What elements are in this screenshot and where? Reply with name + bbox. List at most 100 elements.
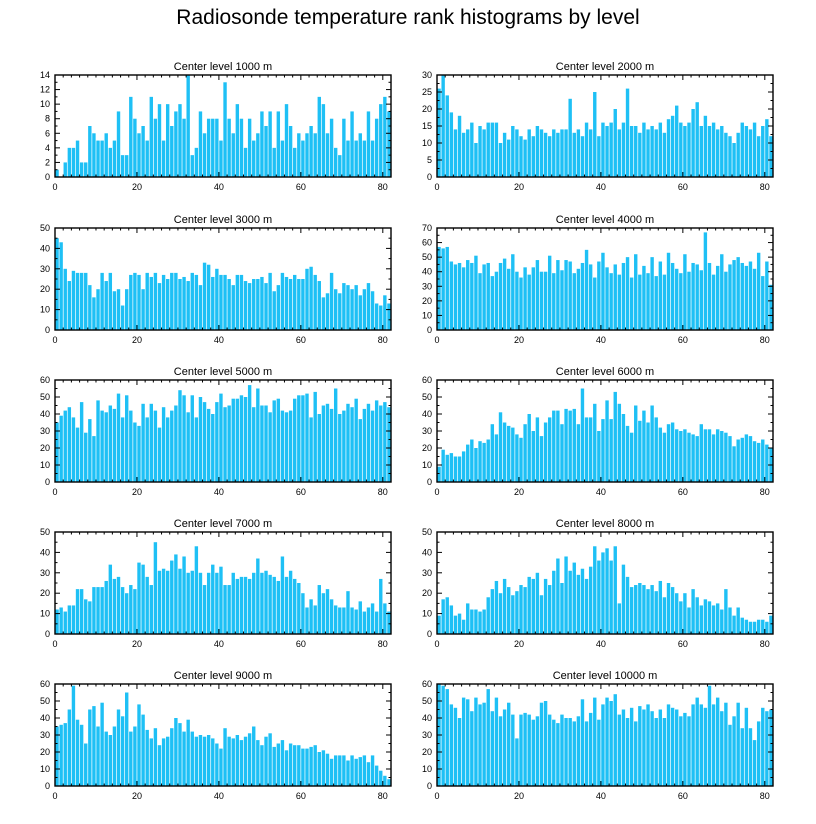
x-tick-label: 80 bbox=[378, 791, 388, 801]
bar bbox=[133, 726, 137, 786]
bar bbox=[211, 118, 215, 177]
x-tick-label: 0 bbox=[52, 335, 57, 345]
y-tick-label: 40 bbox=[422, 267, 432, 277]
bar bbox=[756, 619, 761, 634]
x-tick-label: 60 bbox=[678, 639, 688, 649]
bar bbox=[560, 583, 564, 634]
panel-3: Center level 3000 m 0 20 40 60 80 0 10 20 30 40 50 bbox=[40, 214, 392, 345]
bar bbox=[466, 129, 470, 177]
x-tick-label: 40 bbox=[596, 639, 606, 649]
bar bbox=[272, 746, 276, 786]
bar bbox=[88, 601, 92, 634]
bar bbox=[256, 279, 260, 330]
bar bbox=[301, 748, 305, 786]
bar bbox=[116, 289, 121, 330]
bar bbox=[556, 132, 560, 177]
bar bbox=[325, 133, 330, 177]
bar bbox=[247, 578, 252, 634]
x-tick-label: 20 bbox=[514, 182, 524, 192]
bar bbox=[580, 388, 585, 482]
x-tick-label: 20 bbox=[132, 182, 142, 192]
bar bbox=[227, 118, 231, 177]
bar bbox=[752, 621, 757, 634]
bar bbox=[370, 410, 375, 482]
bar bbox=[666, 583, 671, 634]
bar bbox=[486, 122, 490, 177]
bar bbox=[96, 289, 100, 330]
bar bbox=[325, 753, 330, 786]
bar bbox=[683, 126, 687, 177]
bar bbox=[470, 262, 474, 330]
bar bbox=[748, 436, 753, 482]
bar bbox=[338, 607, 342, 634]
bar bbox=[552, 273, 556, 330]
bar bbox=[133, 118, 137, 177]
bar bbox=[182, 276, 186, 330]
bar bbox=[601, 419, 605, 482]
bar bbox=[223, 585, 227, 634]
bar bbox=[252, 140, 256, 177]
x-tick-label: 20 bbox=[132, 639, 142, 649]
bar bbox=[761, 276, 765, 330]
bar bbox=[490, 424, 495, 482]
bar bbox=[724, 432, 728, 482]
bar bbox=[75, 719, 80, 786]
bar bbox=[601, 552, 605, 634]
bar bbox=[358, 601, 362, 634]
bar bbox=[276, 580, 281, 634]
bar bbox=[264, 405, 268, 482]
bar bbox=[490, 711, 495, 786]
bar bbox=[732, 716, 736, 786]
y-tick-label: 50 bbox=[40, 223, 50, 233]
bar bbox=[732, 260, 736, 330]
panel-10: Center level 10000 m 0 20 40 60 80 0 10 20 30 40 50… bbox=[422, 670, 774, 801]
bar bbox=[461, 132, 466, 177]
bar bbox=[211, 738, 215, 786]
bar bbox=[206, 735, 211, 786]
bar bbox=[498, 143, 503, 177]
y-tick-label: 0 bbox=[427, 172, 432, 182]
bar bbox=[658, 709, 663, 786]
bar bbox=[178, 568, 182, 634]
y-tick-label: 30 bbox=[422, 568, 432, 578]
bar bbox=[748, 261, 753, 330]
y-tick-label: 40 bbox=[422, 713, 432, 723]
bar bbox=[149, 403, 153, 482]
x-tick-label: 20 bbox=[132, 791, 142, 801]
bar bbox=[280, 272, 285, 330]
bar bbox=[264, 126, 268, 177]
x-tick-label: 60 bbox=[296, 182, 306, 192]
bar bbox=[243, 281, 248, 330]
bar bbox=[527, 414, 531, 482]
bar bbox=[445, 689, 449, 786]
bar bbox=[206, 118, 211, 177]
bar bbox=[342, 410, 346, 482]
bar bbox=[466, 260, 470, 330]
bar bbox=[84, 599, 88, 634]
bar bbox=[350, 289, 354, 330]
bar bbox=[71, 685, 76, 786]
bar bbox=[445, 246, 449, 330]
figure-title: Radiosonde temperature rank histograms b… bbox=[176, 6, 640, 29]
bar bbox=[449, 605, 454, 634]
bar bbox=[165, 570, 170, 634]
bar bbox=[576, 574, 581, 634]
bar bbox=[243, 147, 248, 177]
bar bbox=[268, 272, 272, 330]
bar bbox=[383, 603, 387, 634]
y-tick-label: 30 bbox=[40, 264, 50, 274]
bar bbox=[736, 439, 740, 482]
bar bbox=[223, 728, 227, 786]
bar bbox=[264, 283, 268, 330]
bar bbox=[108, 272, 113, 330]
bar bbox=[703, 115, 708, 177]
y-tick-label: 10 bbox=[40, 460, 50, 470]
bar bbox=[679, 601, 683, 634]
bar bbox=[88, 126, 92, 177]
bar bbox=[629, 707, 634, 786]
bar bbox=[441, 248, 445, 330]
bar bbox=[666, 704, 671, 786]
bar bbox=[752, 268, 757, 330]
bar bbox=[383, 295, 387, 330]
bar bbox=[625, 257, 630, 330]
